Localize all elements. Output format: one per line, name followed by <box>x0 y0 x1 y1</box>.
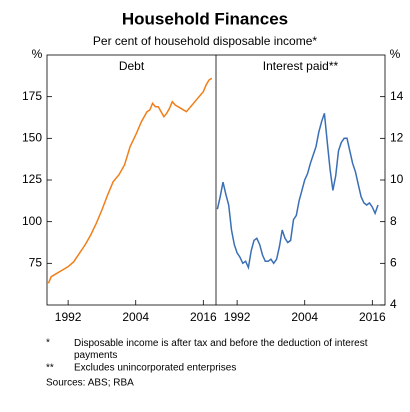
y-tick-label: 75 <box>29 256 43 270</box>
x-tick-label: 1992 <box>224 310 251 324</box>
chart-subtitle: Per cent of household disposable income* <box>93 34 317 48</box>
data-line <box>216 113 379 271</box>
y-tick-label: 4 <box>390 297 397 311</box>
x-tick-label: 2004 <box>291 310 318 324</box>
footnote-mark: * <box>46 338 50 349</box>
footnote-mark: ** <box>46 363 54 374</box>
y-tick-label: 6 <box>390 256 397 270</box>
y-tick-label: 12 <box>390 131 404 145</box>
y-axis-unit: % <box>32 47 43 61</box>
y-tick-label: 150 <box>22 131 42 145</box>
panel-title: Interest paid** <box>263 59 339 73</box>
x-tick-label: 1992 <box>55 310 82 324</box>
x-tick-label: 2004 <box>122 310 149 324</box>
footnote-text: Excludes unincorporated enterprises <box>74 363 236 374</box>
footnote-text: Disposable income is after tax and befor… <box>74 338 368 361</box>
y-axis-unit: % <box>390 47 401 61</box>
y-tick-label: 8 <box>390 214 397 228</box>
panel-title: Debt <box>119 59 145 73</box>
x-tick-label: 2016 <box>190 310 217 324</box>
y-tick-label: 175 <box>22 89 42 103</box>
chart-title: Household Finances <box>122 9 288 28</box>
sources: Sources: ABS; RBA <box>46 378 134 389</box>
y-tick-label: 10 <box>390 172 404 186</box>
y-tick-label: 100 <box>22 214 42 228</box>
data-line <box>47 77 213 284</box>
y-tick-label: 14 <box>390 89 404 103</box>
x-tick-label: 2016 <box>359 310 386 324</box>
y-tick-label: 125 <box>22 172 42 186</box>
